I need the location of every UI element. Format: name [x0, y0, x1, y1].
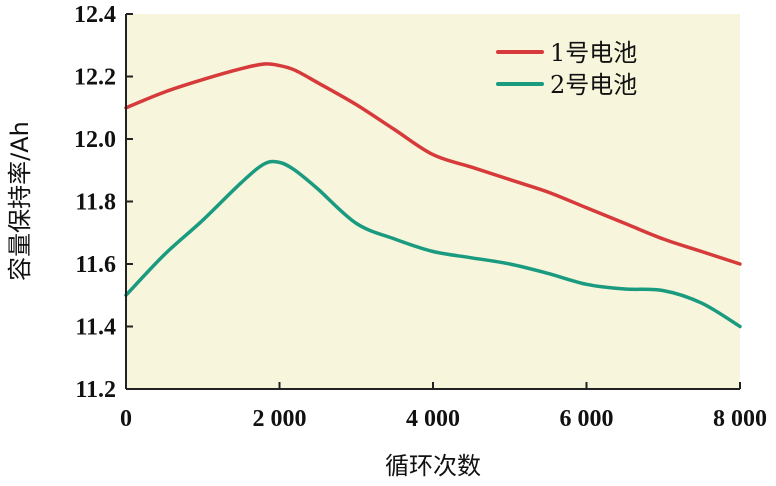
y-tick-label: 12.0 — [74, 127, 116, 153]
y-tick-label: 12.4 — [74, 2, 116, 28]
y-tick-label: 11.2 — [75, 377, 116, 403]
y-tick-label: 11.6 — [75, 252, 116, 278]
legend-label-1: 1号电池 — [550, 39, 637, 67]
legend-label-2: 2号电池 — [550, 71, 637, 99]
x-tick-label: 4 000 — [406, 406, 460, 432]
x-tick-label: 0 — [120, 406, 132, 432]
x-tick-label: 8 000 — [713, 406, 767, 432]
y-axis-title: 容量保持率/Ah — [6, 121, 34, 281]
x-tick-label: 2 000 — [253, 406, 307, 432]
x-axis-title: 循环次数 — [385, 452, 481, 480]
x-tick-label: 6 000 — [560, 406, 614, 432]
y-ticks: 11.2 11.4 11.6 11.8 12.0 12.2 12.4 — [74, 2, 133, 403]
plot-background — [126, 14, 740, 389]
y-tick-label: 11.4 — [75, 315, 116, 341]
y-tick-label: 12.2 — [74, 65, 116, 91]
y-tick-label: 11.8 — [75, 190, 116, 216]
